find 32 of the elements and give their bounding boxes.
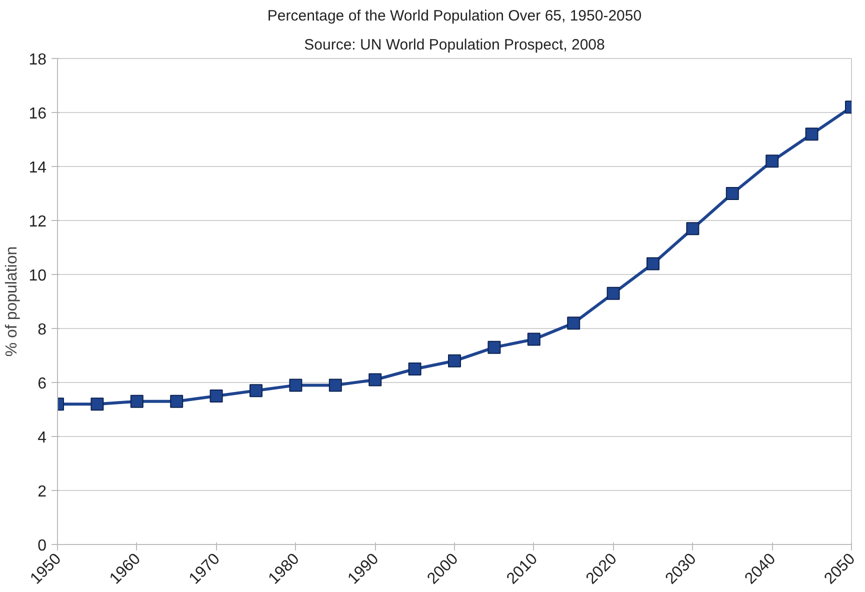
point	[606, 286, 620, 300]
point	[726, 187, 739, 200]
point	[250, 384, 262, 398]
y-axis-title: % of population	[4, 246, 21, 357]
y-tick-label: 18	[28, 52, 47, 68]
point	[448, 354, 461, 368]
point	[368, 373, 382, 386]
chart-title: Percentage of the World Population Over 65, 1950-2050	[267, 8, 642, 24]
y-tick-label: 12	[28, 214, 47, 230]
point	[408, 362, 422, 376]
point	[170, 394, 184, 408]
point	[130, 394, 144, 408]
point	[527, 332, 540, 346]
y-tick-label: 0	[38, 538, 47, 554]
point	[488, 340, 501, 354]
y-tick-label: 6	[38, 376, 47, 392]
y-tick-label: 14	[28, 160, 47, 176]
y-tick-label: 8	[38, 322, 47, 338]
chart-subtitle: Source: UN World Population Prospect, 2008	[304, 36, 605, 54]
point	[328, 378, 342, 392]
y-tick-label: 4	[38, 430, 47, 446]
y-tick-label: 10	[28, 268, 47, 284]
y-tick-label: 16	[28, 106, 47, 122]
point	[567, 316, 580, 330]
point	[766, 154, 779, 168]
point	[210, 390, 223, 402]
point	[90, 398, 104, 411]
y-tick-label: 2	[38, 484, 47, 500]
point	[289, 378, 302, 392]
point	[686, 222, 700, 236]
point	[805, 128, 818, 141]
point	[646, 257, 660, 270]
